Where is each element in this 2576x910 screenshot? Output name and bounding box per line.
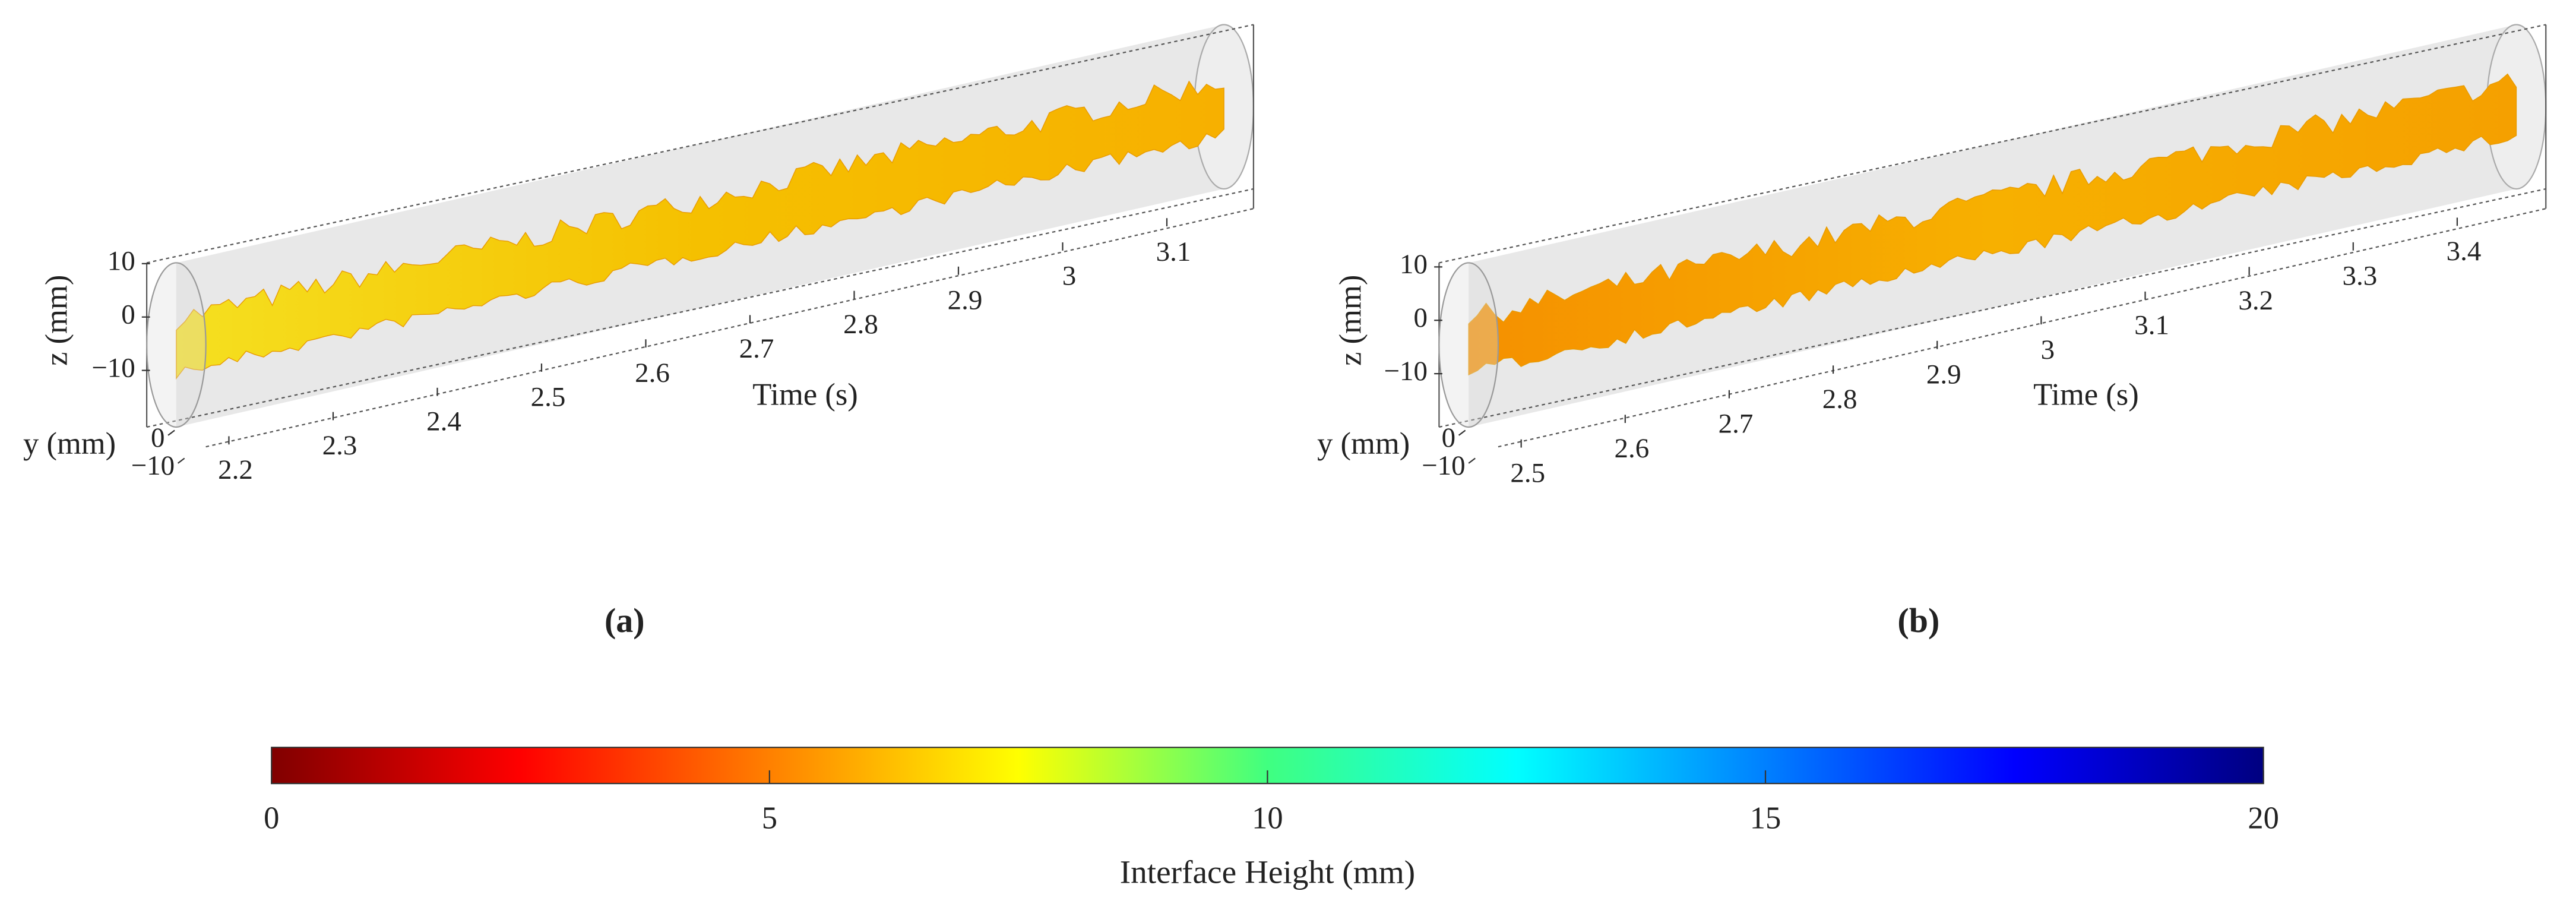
panel: 2.22.32.42.52.62.72.82.933.1−10010−100Ti… [23, 24, 1255, 640]
panel-label: (a) [605, 601, 645, 640]
x-tick-label: 2.4 [426, 406, 461, 437]
panel: 2.52.62.72.82.933.13.23.33.4−10010−100Ti… [1317, 24, 2547, 640]
y-tick-label: −10 [1422, 450, 1466, 481]
colorbar-tick-label: 5 [762, 801, 777, 836]
x-axis-label: Time (s) [752, 377, 858, 412]
x-tick-label: 3 [1062, 261, 1077, 292]
x-tick-label: 3.3 [2342, 261, 2377, 292]
box-edge [1498, 208, 2546, 448]
interface-surface [176, 80, 1224, 380]
box-edge [146, 188, 1254, 428]
x-axis-label: Time (s) [2033, 377, 2139, 412]
pipe-front [145, 262, 207, 428]
x-tick-label: 3 [2041, 334, 2055, 365]
y-tick [167, 429, 175, 436]
colorbar: 0 5 10 15 20 Interface Height (mm) [264, 747, 2279, 890]
y-tick [177, 457, 185, 464]
x-tick-label: 2.5 [1510, 457, 1545, 488]
z-tick-label: −10 [91, 352, 135, 383]
x-tick-label: 2.7 [739, 333, 774, 364]
box-edge [205, 208, 1254, 448]
z-tick-label: 10 [107, 246, 135, 277]
z-tick-label: 10 [1400, 249, 1428, 280]
x-tick-label: 3.1 [2134, 309, 2169, 340]
x-tick-label: 2.3 [322, 430, 357, 461]
box-edge [1439, 24, 2546, 264]
colorbar-tick-label: 20 [2248, 801, 2279, 836]
z-axis-label: z (mm) [40, 275, 74, 366]
x-tick-label: 2.7 [1719, 408, 1754, 439]
x-tick-label: 2.8 [1822, 384, 1857, 415]
x-tick-label: 3.4 [2447, 236, 2482, 267]
z-tick-label: 0 [121, 299, 135, 330]
x-tick-label: 2.8 [843, 309, 878, 340]
colorbar-tick-label: 10 [1252, 801, 1283, 836]
colorbar-label: Interface Height (mm) [1120, 854, 1415, 890]
x-tick-label: 3.2 [2238, 285, 2273, 316]
y-tick-label: 0 [1442, 422, 1456, 453]
x-tick-label: 2.6 [1615, 433, 1650, 464]
z-tick-label: −10 [1384, 356, 1428, 387]
x-tick-label: 2.9 [1926, 359, 1961, 390]
box-edge [1439, 188, 2546, 428]
z-tick-label: 0 [1414, 302, 1428, 333]
x-tick-label: 3.1 [1156, 236, 1191, 267]
colorbar-tick-label: 0 [264, 801, 279, 836]
y-tick [1468, 457, 1476, 464]
y-axis-label: y (mm) [23, 426, 116, 461]
x-tick-label: 2.9 [948, 285, 983, 315]
panels: 2.22.32.42.52.62.72.82.933.1−10010−100Ti… [23, 24, 2547, 640]
box-edge [146, 24, 1254, 264]
x-tick-label: 2.6 [635, 358, 670, 388]
z-axis-label: z (mm) [1334, 275, 1368, 366]
panel-label: (b) [1897, 601, 1939, 640]
y-axis-label: y (mm) [1317, 426, 1410, 461]
y-tick-label: 0 [151, 422, 164, 453]
y-tick [1458, 429, 1466, 436]
x-tick-label: 2.5 [531, 382, 566, 413]
x-tick-label: 2.2 [218, 454, 253, 485]
interface-surface [1468, 73, 2517, 376]
colorbar-tick-label: 15 [1750, 801, 1781, 836]
pipe-front [1438, 262, 1499, 428]
y-tick-label: −10 [131, 450, 175, 481]
